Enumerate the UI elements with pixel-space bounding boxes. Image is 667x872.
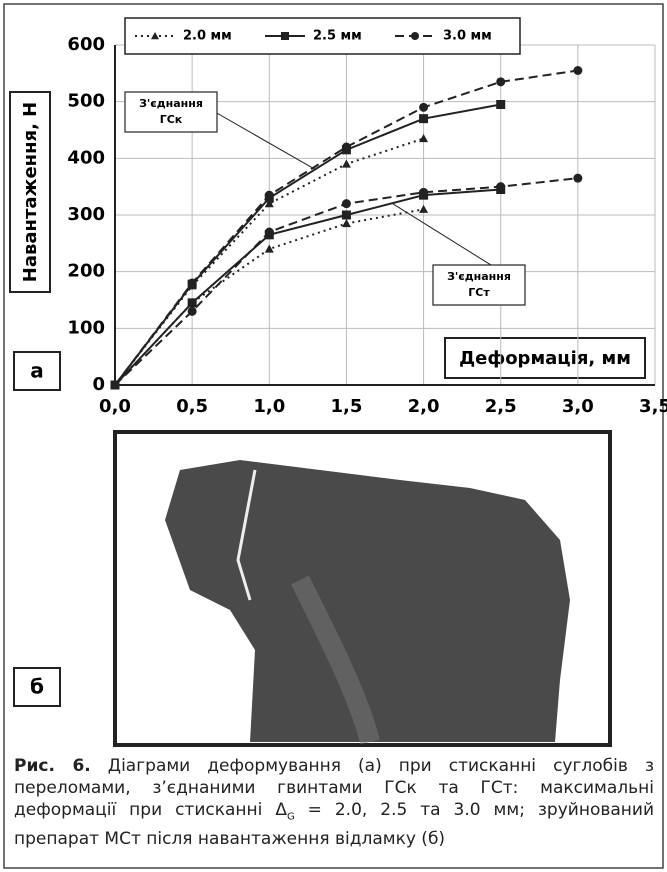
marker — [496, 182, 505, 191]
marker — [265, 245, 274, 253]
marker — [265, 191, 274, 200]
y-tick-label: 0 — [92, 374, 105, 395]
marker — [573, 174, 582, 183]
marker — [342, 219, 351, 227]
marker — [281, 32, 289, 40]
marker — [188, 298, 197, 307]
marker — [342, 199, 351, 208]
marker — [411, 32, 419, 40]
group-label: ГСт — [468, 286, 490, 299]
marker — [188, 307, 197, 316]
y-tick-label: 400 — [67, 147, 105, 168]
x-tick-label: 3,5 — [639, 396, 667, 417]
x-axis-label: Деформація, мм — [459, 348, 631, 369]
chart: б а Навантаження, Н Деформація, мм 0 100 2… — [0, 0, 667, 872]
caption-sub: G — [287, 811, 295, 822]
group-label: З'єднання — [447, 270, 511, 283]
group-label: З'єднання — [139, 97, 203, 110]
x-tick-label: 1,5 — [330, 396, 362, 417]
legend-label: 2.0 мм — [183, 29, 232, 44]
x-tick-label: 0,5 — [176, 396, 208, 417]
x-tick-label: 2,5 — [485, 396, 517, 417]
caption: Рис. 6. Діаграми деформування (а) при ст… — [14, 755, 654, 850]
series-line — [115, 105, 501, 386]
y-tick-label: 500 — [67, 91, 105, 112]
marker — [188, 279, 197, 288]
y-axis-label: Навантаження, Н — [20, 102, 41, 282]
marker — [496, 100, 505, 109]
marker — [573, 66, 582, 75]
y-tick-label: 100 — [67, 317, 105, 338]
legend-label: 2.5 мм — [313, 29, 362, 44]
panel-label: б — [30, 675, 44, 699]
y-tick-label: 300 — [67, 204, 105, 225]
marker — [419, 134, 428, 142]
figure: б а Навантаження, Н Деформація, мм 0 100 2… — [0, 0, 667, 872]
panel-label: а — [30, 359, 44, 383]
marker — [265, 228, 274, 237]
marker — [342, 211, 351, 220]
marker — [419, 188, 428, 197]
marker — [419, 205, 428, 213]
marker — [419, 114, 428, 123]
x-tick-label: 0,0 — [99, 396, 131, 417]
marker — [342, 143, 351, 152]
marker — [496, 77, 505, 86]
group-label: ГСк — [160, 113, 183, 126]
marker — [111, 381, 120, 390]
x-tick-label: 2,0 — [408, 396, 440, 417]
callout-line — [215, 112, 316, 170]
marker — [419, 103, 428, 112]
caption-label: Рис. 6. — [14, 756, 91, 776]
y-tick-label: 600 — [67, 34, 105, 55]
x-tick-label: 1,0 — [253, 396, 285, 417]
y-tick-label: 200 — [67, 261, 105, 282]
legend-label: 3.0 мм — [443, 29, 492, 44]
x-tick-label: 3,0 — [562, 396, 594, 417]
marker — [342, 160, 351, 168]
